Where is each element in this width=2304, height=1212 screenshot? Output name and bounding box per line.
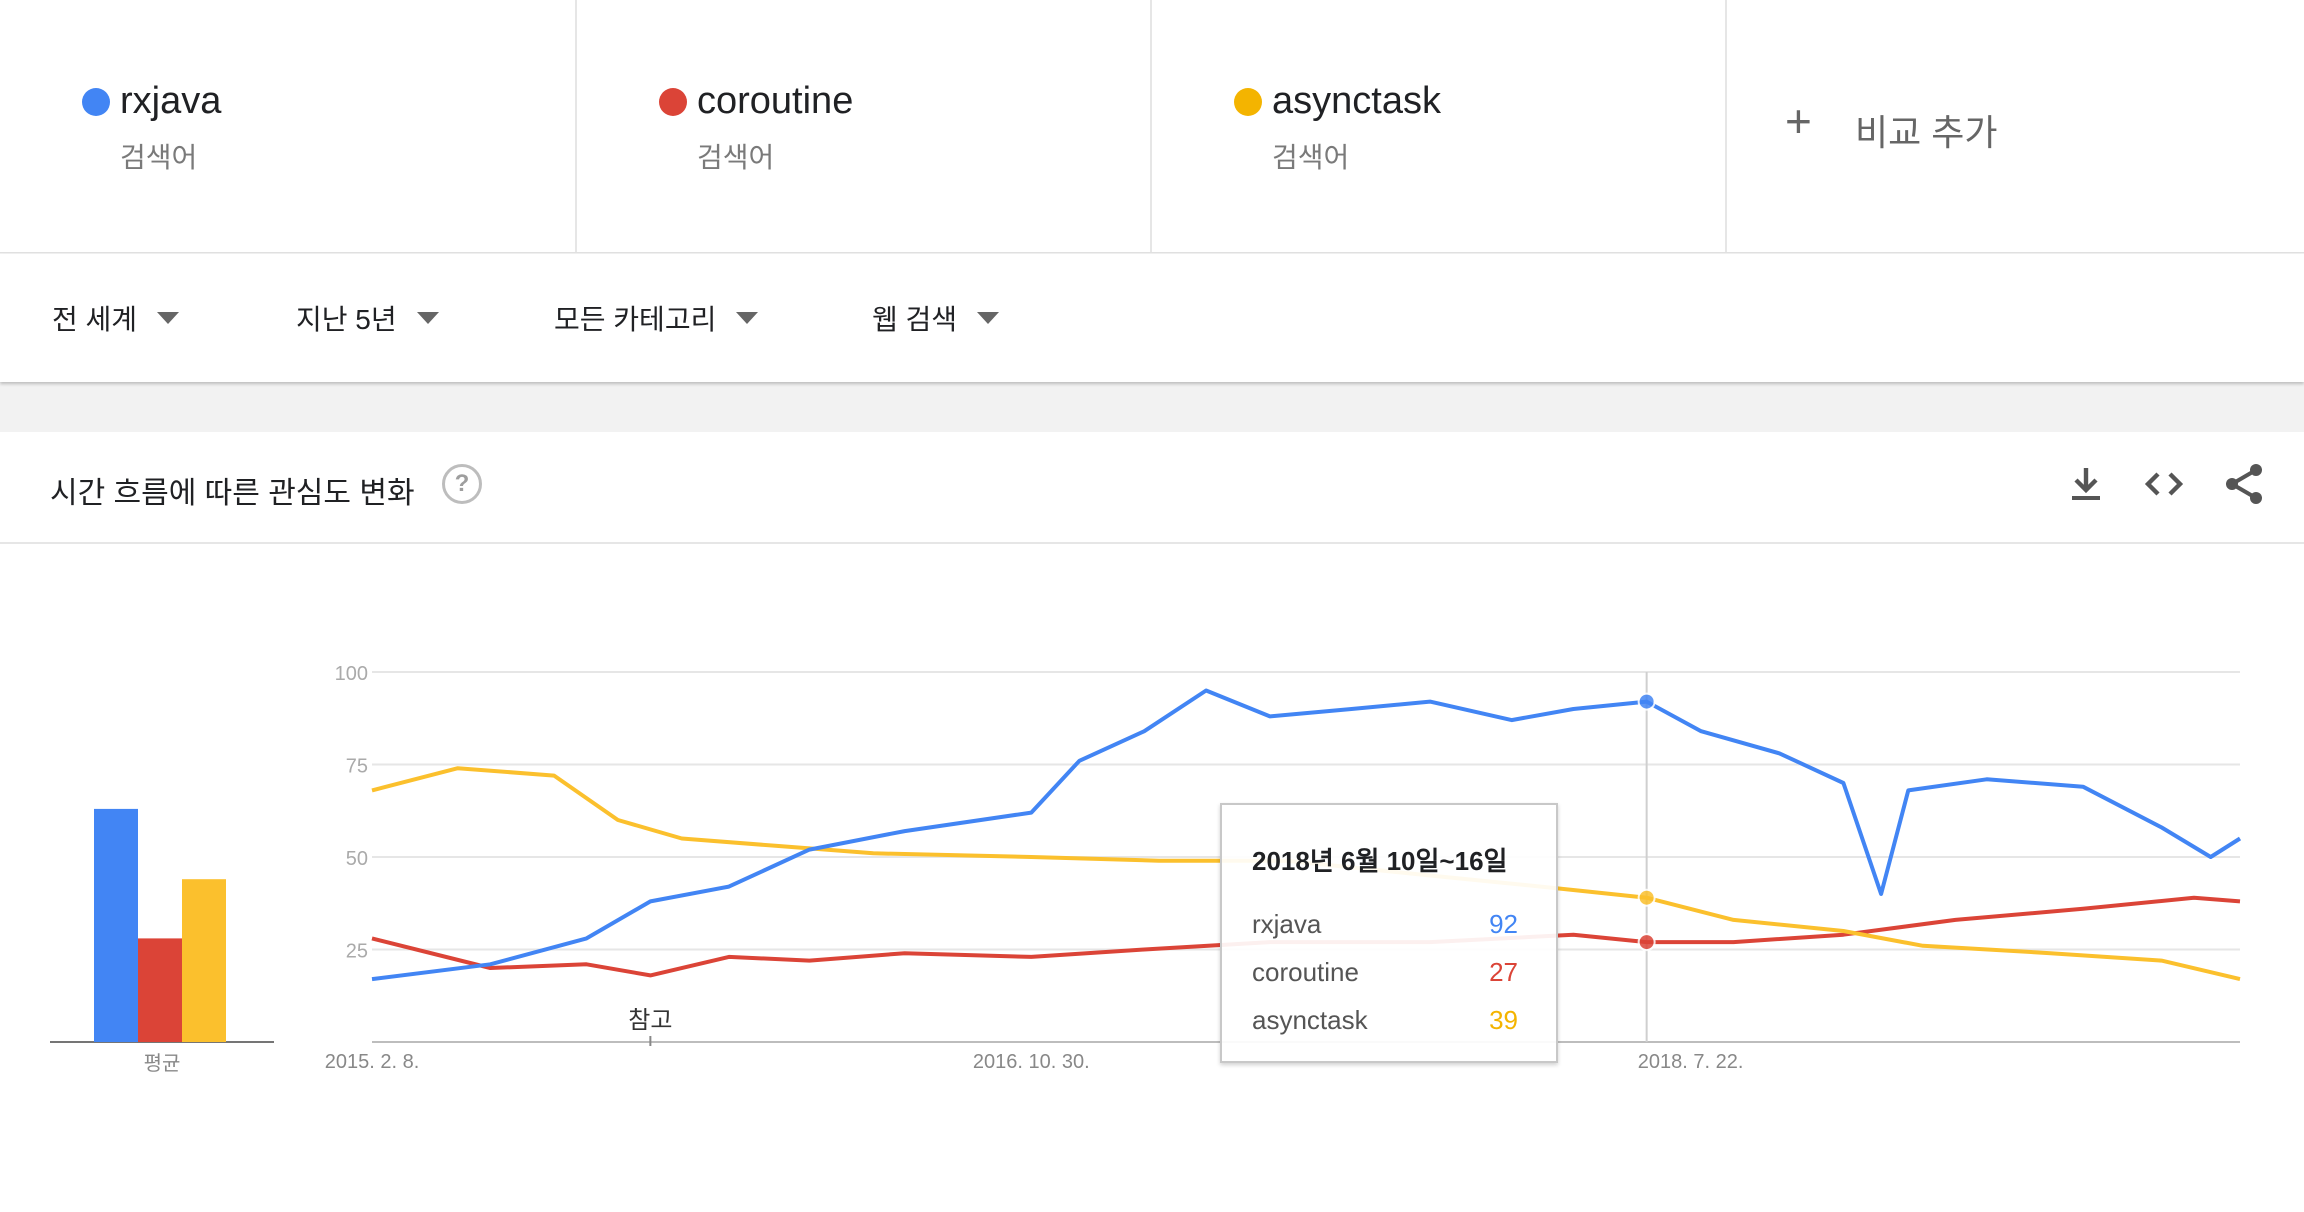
- tooltip-row: rxjava 92: [1252, 909, 1548, 940]
- x-tick-label: 2015. 2. 8.: [325, 1051, 420, 1073]
- y-tick-label: 100: [335, 663, 368, 685]
- hover-point-coroutine: [1639, 934, 1655, 950]
- tooltip-title: 2018년 6월 10일~16일: [1252, 841, 1507, 878]
- avg-bar-rxjava: [94, 809, 138, 1042]
- tooltip-row: coroutine 27: [1252, 957, 1548, 988]
- y-tick-label: 50: [346, 848, 368, 870]
- avg-label: 평균: [144, 1052, 181, 1075]
- avg-bar-coroutine: [138, 938, 182, 1042]
- tooltip-series-name: coroutine: [1252, 957, 1359, 987]
- y-tick-label: 75: [346, 756, 368, 778]
- tooltip-row: asynctask 39: [1252, 1005, 1548, 1036]
- y-tick-label: 25: [346, 941, 368, 963]
- annotation-label: 참고: [628, 1007, 672, 1034]
- hover-tooltip: 2018년 6월 10일~16일 rxjava 92 coroutine 27 …: [1220, 803, 1558, 1063]
- hover-point-rxjava: [1639, 694, 1655, 710]
- tooltip-series-name: asynctask: [1252, 1005, 1368, 1035]
- tooltip-series-value: 27: [1489, 957, 1518, 988]
- avg-bar-asynctask: [182, 879, 226, 1042]
- x-tick-label: 2016. 10. 30.: [973, 1051, 1090, 1073]
- x-tick-label: 2018. 7. 22.: [1638, 1051, 1744, 1073]
- tooltip-series-value: 92: [1489, 909, 1518, 940]
- tooltip-series-name: rxjava: [1252, 909, 1321, 939]
- hover-point-asynctask: [1639, 890, 1655, 906]
- tooltip-series-value: 39: [1489, 1005, 1518, 1036]
